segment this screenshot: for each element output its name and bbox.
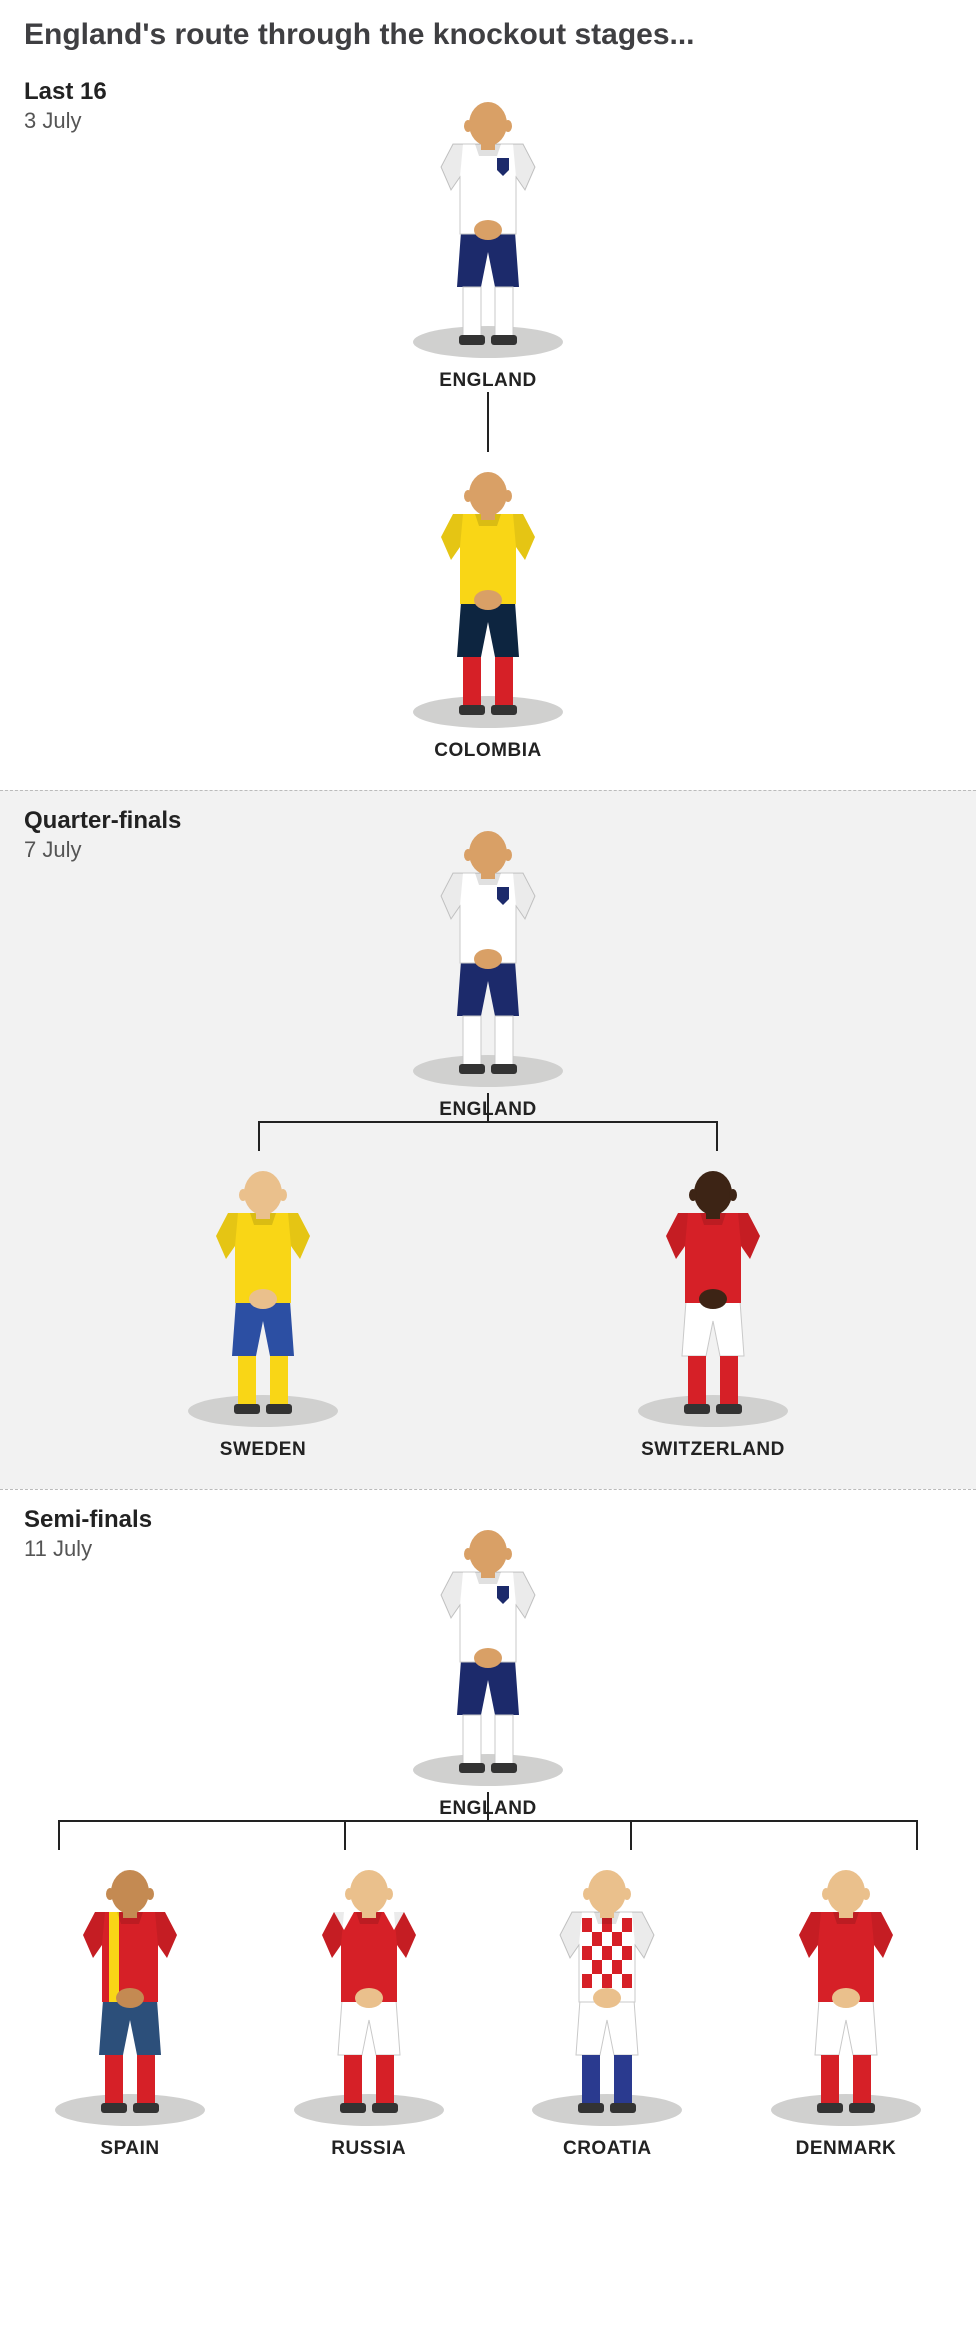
opponents-row: COLOMBIA <box>24 452 952 762</box>
connector-line <box>487 392 489 452</box>
stage-date: 7 July <box>24 837 181 863</box>
stage-name: Last 16 <box>24 78 107 106</box>
team-croatia: CROATIA <box>507 1850 707 2160</box>
team-label: SWEDEN <box>220 1439 306 1461</box>
team-label: ENGLAND <box>439 370 536 392</box>
team-denmark: DENMARK <box>746 1850 946 2160</box>
player-figure <box>178 1151 348 1431</box>
team-label: SPAIN <box>100 2138 159 2160</box>
team-spain: SPAIN <box>30 1850 230 2160</box>
team-sweden: SWEDEN <box>163 1151 363 1461</box>
opponents-row: SPAIN <box>24 1850 952 2160</box>
connector-bracket <box>58 1820 918 1850</box>
player-figure <box>522 1850 692 2130</box>
team-england: ENGLAND <box>388 82 588 392</box>
stage-quarter-finals: Quarter-finals7 July <box>0 790 976 1489</box>
stage-name: Quarter-finals <box>24 807 181 835</box>
team-england: ENGLAND <box>388 811 588 1121</box>
player-figure <box>45 1850 215 2130</box>
team-colombia: COLOMBIA <box>388 452 588 762</box>
player-figure <box>628 1151 798 1431</box>
player-figure <box>403 811 573 1091</box>
stage-date: 3 July <box>24 108 107 134</box>
team-label: COLOMBIA <box>434 740 541 762</box>
player-figure <box>403 1510 573 1790</box>
stage-date: 11 July <box>24 1536 152 1562</box>
team-label: CROATIA <box>563 2138 652 2160</box>
team-label: DENMARK <box>796 2138 897 2160</box>
player-figure <box>284 1850 454 2130</box>
page-title: England's route through the knockout sta… <box>0 0 976 62</box>
team-russia: RUSSIA <box>269 1850 469 2160</box>
player-figure <box>403 82 573 362</box>
team-label: SWITZERLAND <box>641 1439 785 1461</box>
connector-bracket <box>258 1121 718 1151</box>
stage-name: Semi-finals <box>24 1506 152 1534</box>
team-england: ENGLAND <box>388 1510 588 1820</box>
stage-semi-finals: Semi-finals11 July <box>0 1489 976 2188</box>
stage-last-16: Last 163 July <box>0 62 976 790</box>
team-label: RUSSIA <box>331 2138 406 2160</box>
team-switzerland: SWITZERLAND <box>613 1151 813 1461</box>
player-figure <box>403 452 573 732</box>
player-figure <box>761 1850 931 2130</box>
opponents-row: SWEDEN <box>24 1151 952 1461</box>
